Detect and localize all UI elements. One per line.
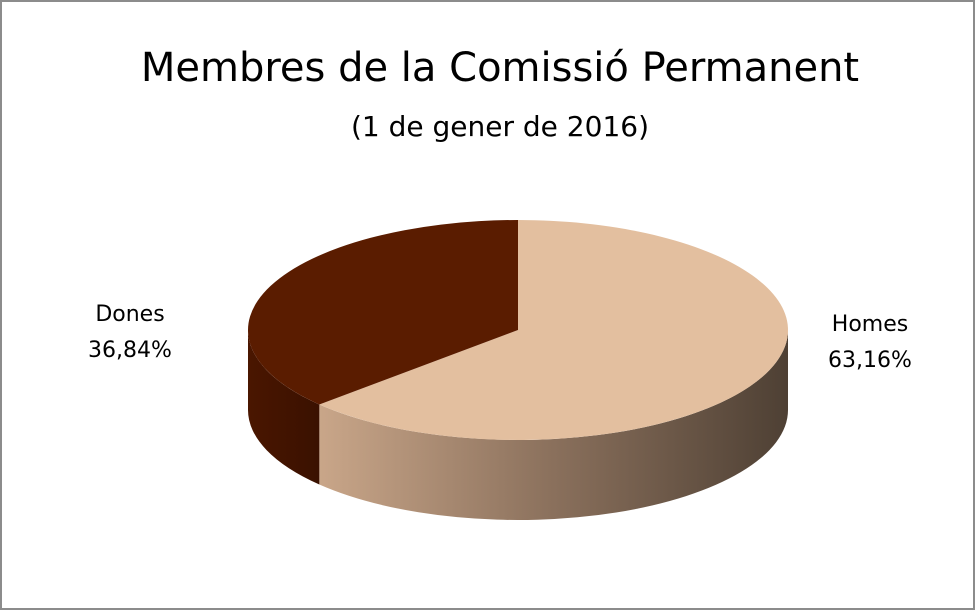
pie-side <box>248 330 320 485</box>
slice-value-label: 63,16% <box>828 348 912 373</box>
pie-side <box>319 330 788 520</box>
pie-slice <box>248 220 519 405</box>
slice-label: Homes <box>832 312 908 337</box>
pie-slice <box>319 220 788 440</box>
slice-value-label: 36,84% <box>88 338 172 363</box>
chart-subtitle: (1 de gener de 2016) <box>351 110 649 143</box>
slice-label: Dones <box>95 302 164 327</box>
chart-title: Membres de la Comissió Permanent <box>141 45 859 91</box>
